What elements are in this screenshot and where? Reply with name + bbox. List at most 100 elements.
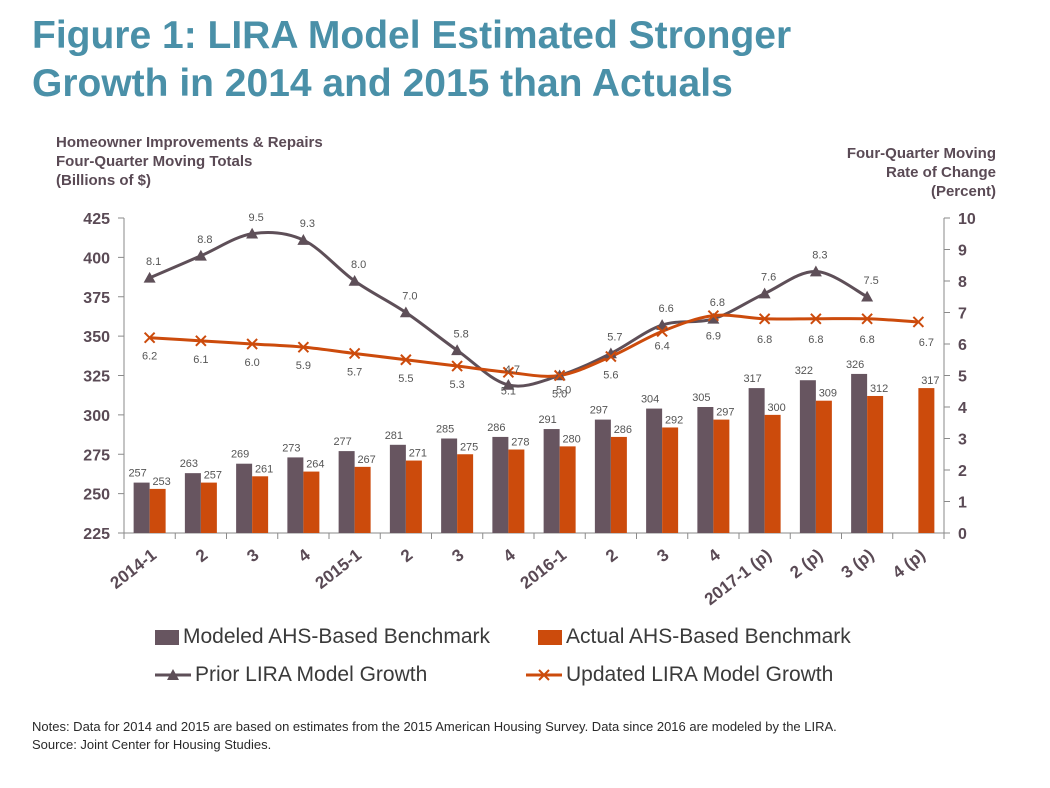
right-axis-title-line-3: (Percent)	[930, 183, 996, 200]
data-label-actual: 264	[306, 459, 324, 471]
data-label-actual: 278	[511, 437, 529, 449]
data-label-prior: 5.0	[556, 385, 571, 397]
bar-actual	[918, 388, 935, 533]
data-label-modeled: 305	[692, 392, 710, 404]
bar-actual	[764, 414, 781, 533]
data-label-modeled: 257	[128, 468, 146, 480]
marker-updated-growth	[143, 331, 156, 344]
bar-actual	[867, 395, 884, 533]
data-label-modeled: 304	[641, 394, 659, 406]
data-label-updated: 5.5	[398, 373, 413, 385]
legend-item-actual: Actual AHS-Based Benchmark	[538, 625, 851, 649]
bar-actual	[559, 446, 576, 533]
bar-modeled	[748, 388, 765, 533]
legend-swatch-modeled	[155, 629, 179, 645]
marker-updated-growth	[861, 313, 873, 325]
marker-prior-growth	[604, 347, 617, 359]
right-axis-tick-label: 3	[958, 432, 967, 449]
notes-line-1: Notes: Data for 2014 and 2015 are based …	[32, 719, 837, 734]
legend-item-updated: Updated LIRA Model Growth	[526, 663, 833, 687]
marker-prior-growth	[707, 312, 720, 324]
left-axis-tick-label: 300	[83, 408, 110, 425]
bar-actual	[457, 454, 474, 533]
bar-modeled	[133, 482, 150, 533]
marker-updated-growth	[758, 313, 771, 325]
bar-actual	[662, 427, 679, 533]
x-axis-tick-label: 3	[653, 545, 672, 566]
right-axis-tick-label: 7	[958, 306, 967, 323]
legend-swatch-actual	[538, 629, 562, 645]
marker-prior-growth	[809, 265, 822, 277]
x-axis-tick-label: 4 (p)	[889, 545, 929, 582]
x-axis-tick-label: 2014-1	[107, 545, 160, 593]
bar-modeled	[287, 457, 304, 533]
marker-prior-growth	[861, 290, 874, 302]
data-label-prior: 9.5	[248, 212, 263, 224]
marker-updated-growth	[656, 325, 668, 338]
left-axis-title-line-1: Homeowner Improvements & Repairs	[56, 134, 323, 151]
legend-item-modeled: Modeled AHS-Based Benchmark	[155, 625, 490, 649]
marker-prior-growth	[451, 344, 464, 356]
chart-notes: Notes: Data for 2014 and 2015 are based …	[32, 718, 837, 754]
data-label-modeled: 273	[282, 442, 300, 454]
marker-updated-growth	[605, 350, 617, 363]
data-label-actual: 317	[921, 375, 939, 387]
data-label-modeled: 322	[795, 365, 813, 377]
left-axis-title: Homeowner Improvements & Repairs Four-Qu…	[56, 133, 323, 190]
legend-item-prior: Prior LIRA Model Growth	[155, 663, 427, 687]
marker-updated-growth	[297, 341, 310, 353]
bar-modeled	[184, 473, 201, 533]
right-axis-title-line-1: Four-Quarter Moving	[846, 145, 996, 162]
data-label-prior: 7.5	[863, 275, 878, 287]
data-label-updated: 6.0	[244, 357, 259, 369]
left-axis-tick-label: 350	[83, 329, 110, 346]
data-label-modeled: 269	[231, 449, 249, 461]
line-updated-growth	[149, 313, 919, 378]
data-label-actual: 261	[255, 463, 273, 475]
x-axis-tick-label: 2015-1	[312, 545, 365, 593]
bar-actual	[508, 449, 525, 533]
bar-actual	[713, 419, 730, 533]
legend-swatch-updated	[526, 669, 562, 681]
data-label-actual: 312	[870, 383, 888, 395]
data-label-modeled: 263	[180, 458, 198, 470]
right-axis-tick-label: 10	[958, 211, 976, 228]
data-label-prior: 7.6	[761, 272, 776, 284]
data-label-modeled: 297	[590, 405, 608, 417]
chart-title: Figure 1: LIRA Model Estimated Stronger …	[32, 12, 1032, 108]
x-axis-tick-label: 3	[448, 545, 467, 566]
data-label-actual: 300	[767, 402, 785, 414]
bar-actual	[303, 471, 320, 533]
legend-label-prior: Prior LIRA Model Growth	[195, 663, 428, 686]
bar-modeled	[441, 438, 458, 533]
data-label-prior: 9.3	[300, 218, 315, 230]
right-axis-tick-label: 6	[958, 337, 967, 354]
data-label-prior: 7.0	[402, 291, 417, 303]
left-axis-tick-label: 275	[83, 447, 110, 464]
data-label-actual: 253	[152, 476, 170, 488]
data-label-actual: 271	[409, 448, 427, 460]
left-axis-tick-label: 400	[83, 250, 110, 267]
x-axis-tick-label: 4	[500, 545, 520, 566]
bar-actual	[149, 488, 166, 533]
bar-modeled	[697, 407, 714, 533]
bar-modeled	[543, 429, 560, 533]
left-axis-tick-label: 325	[83, 369, 110, 386]
marker-prior-growth	[348, 275, 361, 286]
bar-modeled	[594, 419, 611, 533]
x-axis-tick-label: 3 (p)	[838, 545, 878, 582]
marker-prior-growth	[143, 271, 156, 283]
left-axis-tick-label: 250	[83, 487, 110, 504]
data-label-updated: 6.8	[757, 334, 772, 346]
marker-prior-growth	[502, 378, 515, 390]
data-label-modeled: 281	[385, 430, 403, 442]
bar-modeled	[646, 408, 663, 533]
bar-actual	[200, 482, 217, 533]
right-axis-tick-label: 5	[958, 369, 967, 386]
x-axis-tick-label: 2	[602, 545, 621, 566]
data-label-actual: 292	[665, 414, 683, 426]
x-axis-tick-label: 4	[705, 545, 725, 566]
bar-modeled	[236, 463, 253, 533]
marker-updated-growth	[553, 369, 566, 382]
bar-actual	[610, 436, 627, 533]
